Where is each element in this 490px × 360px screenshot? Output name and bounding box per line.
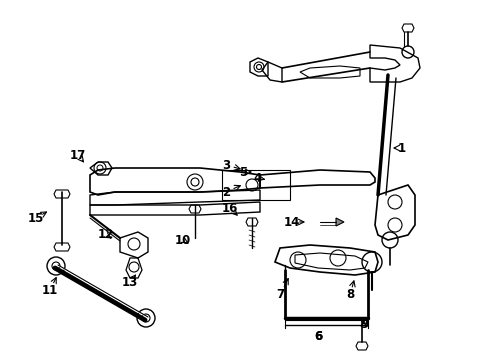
Text: 11: 11 [42, 284, 58, 297]
Text: 17: 17 [70, 149, 86, 162]
Text: 13: 13 [122, 275, 138, 288]
Polygon shape [295, 253, 368, 270]
Text: 6: 6 [314, 330, 322, 343]
Text: 15: 15 [28, 212, 44, 225]
Text: 7: 7 [276, 288, 284, 302]
Text: 9: 9 [360, 319, 368, 332]
Text: 6: 6 [314, 330, 322, 343]
Text: 1: 1 [398, 141, 406, 154]
Text: 12: 12 [98, 229, 114, 242]
Text: 8: 8 [346, 288, 354, 302]
Text: 16: 16 [222, 202, 238, 215]
Text: 10: 10 [175, 234, 191, 247]
Text: 14: 14 [284, 216, 300, 229]
Text: 5: 5 [239, 166, 247, 179]
Text: 2: 2 [222, 185, 230, 198]
Polygon shape [336, 218, 344, 226]
Text: 3: 3 [222, 158, 230, 171]
Text: 4: 4 [254, 171, 262, 185]
Polygon shape [300, 66, 360, 78]
